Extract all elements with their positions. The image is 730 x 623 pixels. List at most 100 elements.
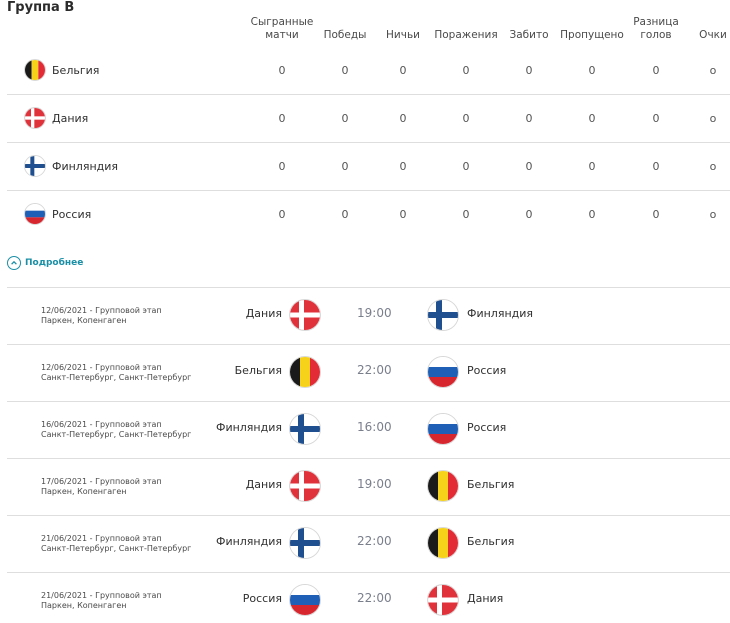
home-team: Финляндия bbox=[215, 535, 282, 548]
match-venue: Санкт-Петербург, Санкт-Петербург bbox=[41, 430, 192, 439]
match-date-stage: 16/06/2021 - Групповой этап bbox=[41, 420, 162, 429]
group-title: Группа B bbox=[7, 0, 75, 15]
finland-flag-icon bbox=[24, 155, 46, 177]
russia-flag-icon bbox=[24, 203, 46, 225]
diff-value: 0 bbox=[652, 208, 660, 221]
denmark-flag-icon bbox=[427, 584, 459, 616]
losses-value: 0 bbox=[462, 160, 470, 173]
match-time: 19:00 bbox=[357, 477, 392, 491]
standings-row[interactable]: Россия 0 0 0 0 0 0 0 o bbox=[7, 191, 730, 239]
played-value: 0 bbox=[278, 112, 286, 125]
match-info: 16/06/2021 - Групповой этап Санкт-Петерб… bbox=[41, 420, 191, 440]
away-team: Финляндия bbox=[467, 307, 534, 320]
match-info: 17/06/2021 - Групповой этап Паркен, Копе… bbox=[41, 477, 162, 497]
wins-value: 0 bbox=[341, 160, 349, 173]
standings-row[interactable]: Финляндия 0 0 0 0 0 0 0 o bbox=[7, 143, 730, 191]
russia-flag-icon bbox=[427, 413, 459, 445]
finland-flag-icon bbox=[427, 299, 459, 331]
scored-value: 0 bbox=[525, 160, 533, 173]
match-venue: Санкт-Петербург, Санкт-Петербург bbox=[41, 373, 192, 382]
match-date-stage: 17/06/2021 - Групповой этап bbox=[41, 477, 162, 486]
match-venue: Паркен, Копенгаген bbox=[41, 316, 127, 325]
russia-flag-icon bbox=[427, 356, 459, 388]
header-conceded: Пропущено bbox=[560, 29, 624, 41]
home-team: Финляндия bbox=[215, 421, 282, 434]
scored-value: 0 bbox=[525, 112, 533, 125]
standings-header: Сыгранные матчи Победы Ничьи Поражения З… bbox=[0, 12, 730, 46]
home-team: Россия bbox=[242, 592, 282, 605]
team-cell: Дания bbox=[24, 107, 88, 129]
home-team: Бельгия bbox=[234, 364, 282, 377]
match-date-stage: 21/06/2021 - Групповой этап bbox=[41, 534, 162, 543]
header-points: Очки bbox=[699, 29, 727, 41]
more-toggle[interactable]: Подробнее bbox=[7, 256, 83, 270]
match-date-stage: 12/06/2021 - Групповой этап bbox=[41, 363, 162, 372]
denmark-flag-icon bbox=[289, 470, 321, 502]
match-venue: Паркен, Копенгаген bbox=[41, 487, 127, 496]
away-team: Россия bbox=[467, 421, 507, 434]
wins-value: 0 bbox=[341, 64, 349, 77]
match-time: 22:00 bbox=[357, 363, 392, 377]
played-value: 0 bbox=[278, 160, 286, 173]
team-name: Бельгия bbox=[52, 63, 100, 77]
denmark-flag-icon bbox=[289, 299, 321, 331]
conceded-value: 0 bbox=[588, 112, 596, 125]
played-value: 0 bbox=[278, 64, 286, 77]
team-cell: Финляндия bbox=[24, 155, 118, 177]
losses-value: 0 bbox=[462, 208, 470, 221]
match-row[interactable]: 12/06/2021 - Групповой этап Паркен, Копе… bbox=[7, 287, 730, 344]
belgium-flag-icon bbox=[289, 356, 321, 388]
conceded-value: 0 bbox=[588, 160, 596, 173]
chevron-up-icon[interactable] bbox=[7, 256, 21, 270]
diff-value: 0 bbox=[652, 160, 660, 173]
match-row[interactable]: 21/06/2021 - Групповой этап Санкт-Петерб… bbox=[7, 515, 730, 572]
match-info: 12/06/2021 - Групповой этап Санкт-Петерб… bbox=[41, 363, 191, 383]
diff-value: 0 bbox=[652, 64, 660, 77]
losses-value: 0 bbox=[462, 64, 470, 77]
conceded-value: 0 bbox=[588, 208, 596, 221]
match-time: 19:00 bbox=[357, 306, 392, 320]
team-name: Финляндия bbox=[52, 159, 119, 173]
home-team: Дания bbox=[245, 307, 282, 320]
more-label[interactable]: Подробнее bbox=[25, 258, 84, 268]
wins-value: 0 bbox=[341, 208, 349, 221]
scored-value: 0 bbox=[525, 208, 533, 221]
belgium-flag-icon bbox=[427, 470, 459, 502]
team-cell: Бельгия bbox=[24, 59, 99, 81]
match-row[interactable]: 12/06/2021 - Групповой этап Санкт-Петерб… bbox=[7, 344, 730, 401]
russia-flag-icon bbox=[289, 584, 321, 616]
match-row[interactable]: 17/06/2021 - Групповой этап Паркен, Копе… bbox=[7, 458, 730, 515]
home-team: Дания bbox=[245, 478, 282, 491]
header-played: Сыгранные матчи bbox=[250, 16, 314, 41]
header-scored: Забито bbox=[509, 29, 549, 41]
match-time: 22:00 bbox=[357, 591, 392, 605]
scored-value: 0 bbox=[525, 64, 533, 77]
belgium-flag-icon bbox=[427, 527, 459, 559]
finland-flag-icon bbox=[289, 413, 321, 445]
draws-value: 0 bbox=[399, 64, 407, 77]
header-wins: Победы bbox=[323, 29, 367, 41]
draws-value: 0 bbox=[399, 112, 407, 125]
points-value: o bbox=[709, 160, 717, 173]
match-info: 21/06/2021 - Групповой этап Паркен, Копе… bbox=[41, 591, 162, 611]
losses-value: 0 bbox=[462, 112, 470, 125]
away-team: Дания bbox=[467, 592, 504, 605]
header-losses: Поражения bbox=[434, 29, 498, 41]
away-team: Бельгия bbox=[467, 478, 515, 491]
draws-value: 0 bbox=[399, 208, 407, 221]
belgium-flag-icon bbox=[24, 59, 46, 81]
points-value: o bbox=[709, 112, 717, 125]
standings-row[interactable]: Бельгия 0 0 0 0 0 0 0 o bbox=[7, 47, 730, 95]
match-venue: Санкт-Петербург, Санкт-Петербург bbox=[41, 544, 192, 553]
match-time: 22:00 bbox=[357, 534, 392, 548]
match-date-stage: 12/06/2021 - Групповой этап bbox=[41, 306, 162, 315]
denmark-flag-icon bbox=[24, 107, 46, 129]
match-row[interactable]: 21/06/2021 - Групповой этап Паркен, Копе… bbox=[7, 572, 730, 623]
match-row[interactable]: 16/06/2021 - Групповой этап Санкт-Петерб… bbox=[7, 401, 730, 458]
standings-row[interactable]: Дания 0 0 0 0 0 0 0 o bbox=[7, 95, 730, 143]
team-name: Россия bbox=[52, 207, 92, 221]
wins-value: 0 bbox=[341, 112, 349, 125]
away-team: Россия bbox=[467, 364, 507, 377]
away-team: Бельгия bbox=[467, 535, 515, 548]
draws-value: 0 bbox=[399, 160, 407, 173]
